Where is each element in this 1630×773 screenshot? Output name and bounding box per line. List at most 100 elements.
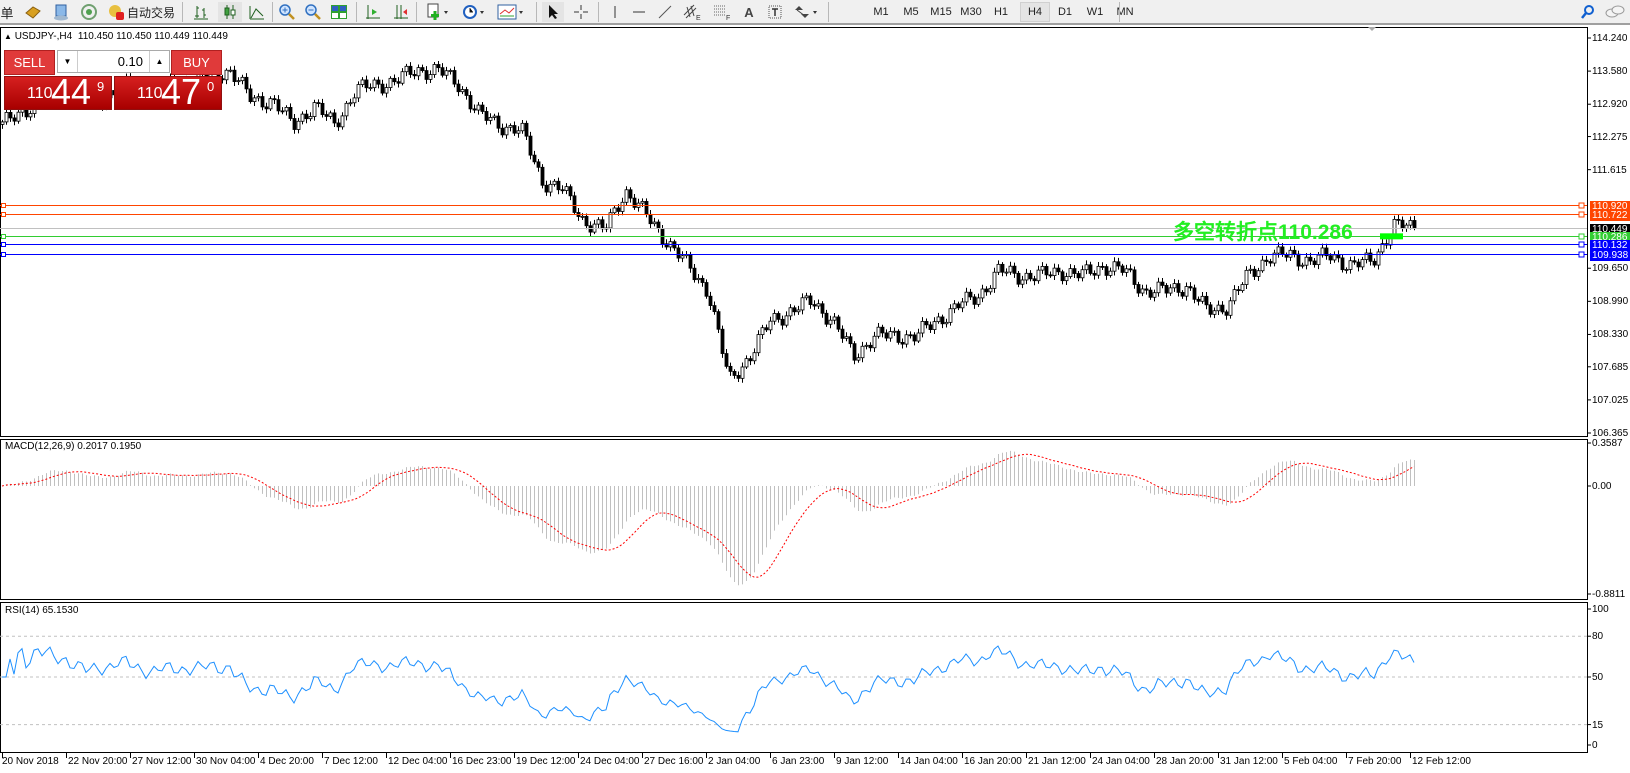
bar-chart-icon[interactable] — [190, 2, 212, 22]
ohlc-values: 110.450 110.450 110.449 110.449 — [77, 31, 228, 42]
timeframe-h4[interactable]: H4 — [1020, 2, 1050, 22]
candle-body — [1120, 265, 1125, 273]
candle-body — [264, 106, 269, 110]
text-icon[interactable]: A — [744, 4, 754, 20]
price-tick-label: 106.365 — [1592, 428, 1629, 439]
pivot-annotation[interactable]: 多空转折点110.286 — [1173, 216, 1353, 246]
indicators-dropdown[interactable] — [422, 2, 454, 22]
arrows-dropdown[interactable] — [790, 2, 822, 22]
tile-windows-icon[interactable] — [328, 2, 350, 22]
zoom-in-icon[interactable] — [276, 2, 298, 22]
macd-tick-label: -0.8811 — [1592, 589, 1626, 600]
crosshair-icon[interactable] — [570, 2, 592, 22]
candle-body — [396, 81, 401, 84]
candle-body — [1196, 298, 1201, 302]
timeframe-h1[interactable]: H1 — [993, 6, 1009, 18]
candle-body — [1092, 273, 1097, 276]
equidistant-channel-icon[interactable]: E — [680, 2, 704, 22]
buy-price-prefix: 110 — [137, 85, 163, 102]
price-tick-label: 113.580 — [1592, 66, 1628, 78]
candle-body — [428, 74, 433, 80]
candle-body — [1376, 251, 1381, 266]
candle-body — [1264, 259, 1269, 262]
buy-price[interactable]: 110 47 0 — [114, 71, 222, 112]
candle-body — [788, 307, 793, 317]
menu-fragment[interactable]: 单 — [0, 5, 14, 21]
sell-button[interactable]: SELL — [4, 50, 55, 75]
time-label: 7 Feb 20:00 — [1348, 756, 1402, 767]
candle-body — [1204, 295, 1209, 306]
candle-body — [452, 70, 457, 85]
candle-body — [492, 115, 497, 118]
buy-button[interactable]: BUY — [171, 50, 222, 75]
candle-body — [1136, 284, 1141, 294]
candle-body — [256, 96, 261, 99]
market-watch-icon[interactable] — [22, 2, 44, 22]
collapse-triangle-icon[interactable]: ▲ — [4, 32, 12, 41]
timeframe-w1[interactable]: W1 — [1086, 6, 1104, 18]
candle-body — [24, 108, 29, 118]
candle-body — [728, 365, 733, 372]
lot-increase-button[interactable]: ▲ — [149, 51, 169, 72]
horizontal-line-icon[interactable] — [628, 2, 650, 22]
time-label: 12 Dec 04:00 — [388, 756, 448, 767]
candle-body — [568, 186, 573, 197]
line-chart-icon[interactable] — [246, 2, 268, 22]
time-label: 16 Dec 23:00 — [452, 756, 512, 767]
candle-body — [848, 336, 853, 345]
candle-body — [228, 69, 233, 72]
lot-input[interactable]: 0.10 — [117, 54, 143, 69]
hline-handle-right — [1578, 211, 1585, 218]
candle-body — [1168, 287, 1173, 294]
navigator-icon[interactable] — [78, 2, 100, 22]
candle-body — [340, 115, 345, 128]
candle-body — [416, 67, 421, 77]
candle-body — [1272, 252, 1277, 264]
candle-body — [900, 341, 905, 345]
candle-body — [732, 370, 737, 376]
timeframe-m5[interactable]: M5 — [903, 6, 919, 18]
rsi-tick-label: 15 — [1592, 719, 1604, 731]
candle-body — [876, 326, 881, 337]
candle-body — [524, 122, 529, 137]
trendline-icon[interactable] — [654, 2, 676, 22]
candle-body — [1408, 220, 1413, 226]
chart-canvas[interactable] — [0, 27, 1630, 773]
macd-tick-label: 0.00 — [1592, 481, 1612, 492]
candle-body — [892, 330, 897, 333]
candle-body — [560, 189, 565, 192]
timeframe-m15[interactable]: M15 — [930, 6, 952, 18]
candle-body — [596, 219, 601, 225]
hline-price-label: 110.722 — [1590, 209, 1630, 221]
candle-body — [984, 288, 989, 293]
templates-dropdown[interactable] — [494, 2, 528, 22]
vertical-line-icon[interactable] — [604, 2, 626, 22]
candle-body — [1048, 274, 1053, 277]
timeframe-mn[interactable]: MN — [1116, 6, 1134, 18]
text-label-icon[interactable] — [764, 2, 786, 22]
candle-body — [272, 98, 277, 101]
timeframe-d1[interactable]: D1 — [1057, 6, 1073, 18]
periods-dropdown[interactable] — [458, 2, 490, 22]
autoscroll-icon[interactable] — [362, 2, 384, 22]
cursor-icon[interactable] — [542, 2, 564, 22]
hline-price-label: 109.938 — [1590, 249, 1630, 261]
fibonacci-icon[interactable]: F — [710, 2, 734, 22]
candlestick-icon[interactable] — [218, 2, 242, 22]
candle-body — [384, 87, 389, 94]
candle-body — [936, 316, 941, 323]
zoom-out-icon[interactable] — [302, 2, 324, 22]
chat-icon[interactable] — [1604, 2, 1626, 22]
auto-trading-button[interactable]: 自动交易 — [106, 2, 176, 22]
lot-decrease-button[interactable]: ▼ — [58, 51, 78, 72]
candle-body — [1040, 266, 1045, 271]
search-icon[interactable] — [1578, 2, 1598, 22]
data-window-icon[interactable] — [50, 2, 72, 22]
candle-body — [1280, 246, 1285, 255]
candle-body — [944, 321, 949, 325]
timeframe-m30[interactable]: M30 — [960, 6, 982, 18]
sell-price[interactable]: 110 44 9 — [4, 71, 112, 112]
timeframe-m1[interactable]: M1 — [873, 6, 889, 18]
chart-shift-icon[interactable] — [390, 2, 412, 22]
candle-body — [1348, 260, 1353, 270]
